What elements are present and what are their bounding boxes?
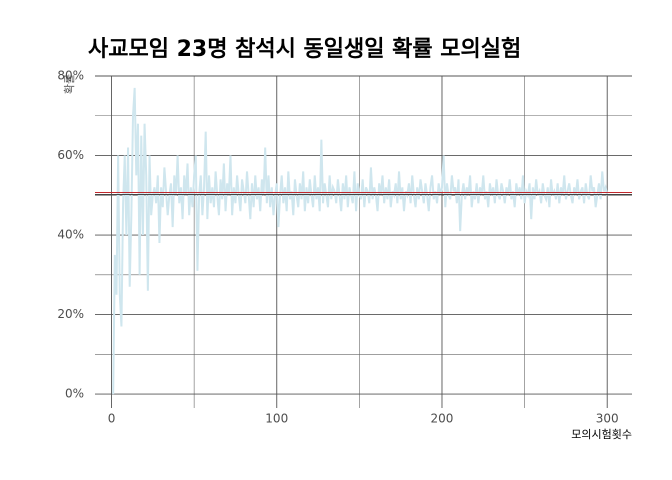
y-tick-label: 20% (57, 307, 84, 321)
y-tick-label: 0% (65, 387, 84, 401)
x-axis-label: 모의시험횟수 (571, 428, 632, 441)
y-tick-label: 60% (57, 148, 84, 162)
data-line (112, 87, 609, 395)
y-tick-label: 40% (57, 228, 84, 242)
x-tick-label: 0 (108, 412, 116, 426)
x-tick-label: 200 (431, 412, 454, 426)
chart-title: 사교모임 23명 참석시 동일생일 확률 모의실험 (88, 36, 521, 62)
y-tick-label: 80% (57, 69, 84, 83)
y-axis-label: 확률 (63, 74, 76, 94)
x-tick-label: 100 (265, 412, 288, 426)
x-tick-label: 300 (596, 412, 619, 426)
